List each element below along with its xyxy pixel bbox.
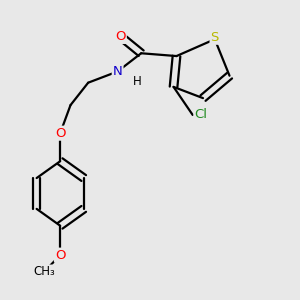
- Text: S: S: [211, 31, 219, 44]
- Text: Cl: Cl: [194, 108, 208, 122]
- Text: N: N: [113, 65, 122, 78]
- Text: O: O: [55, 249, 65, 262]
- Text: O: O: [115, 30, 126, 43]
- Text: CH₃: CH₃: [33, 266, 55, 278]
- Text: O: O: [55, 127, 65, 140]
- Text: H: H: [133, 75, 142, 88]
- Text: H: H: [133, 75, 142, 88]
